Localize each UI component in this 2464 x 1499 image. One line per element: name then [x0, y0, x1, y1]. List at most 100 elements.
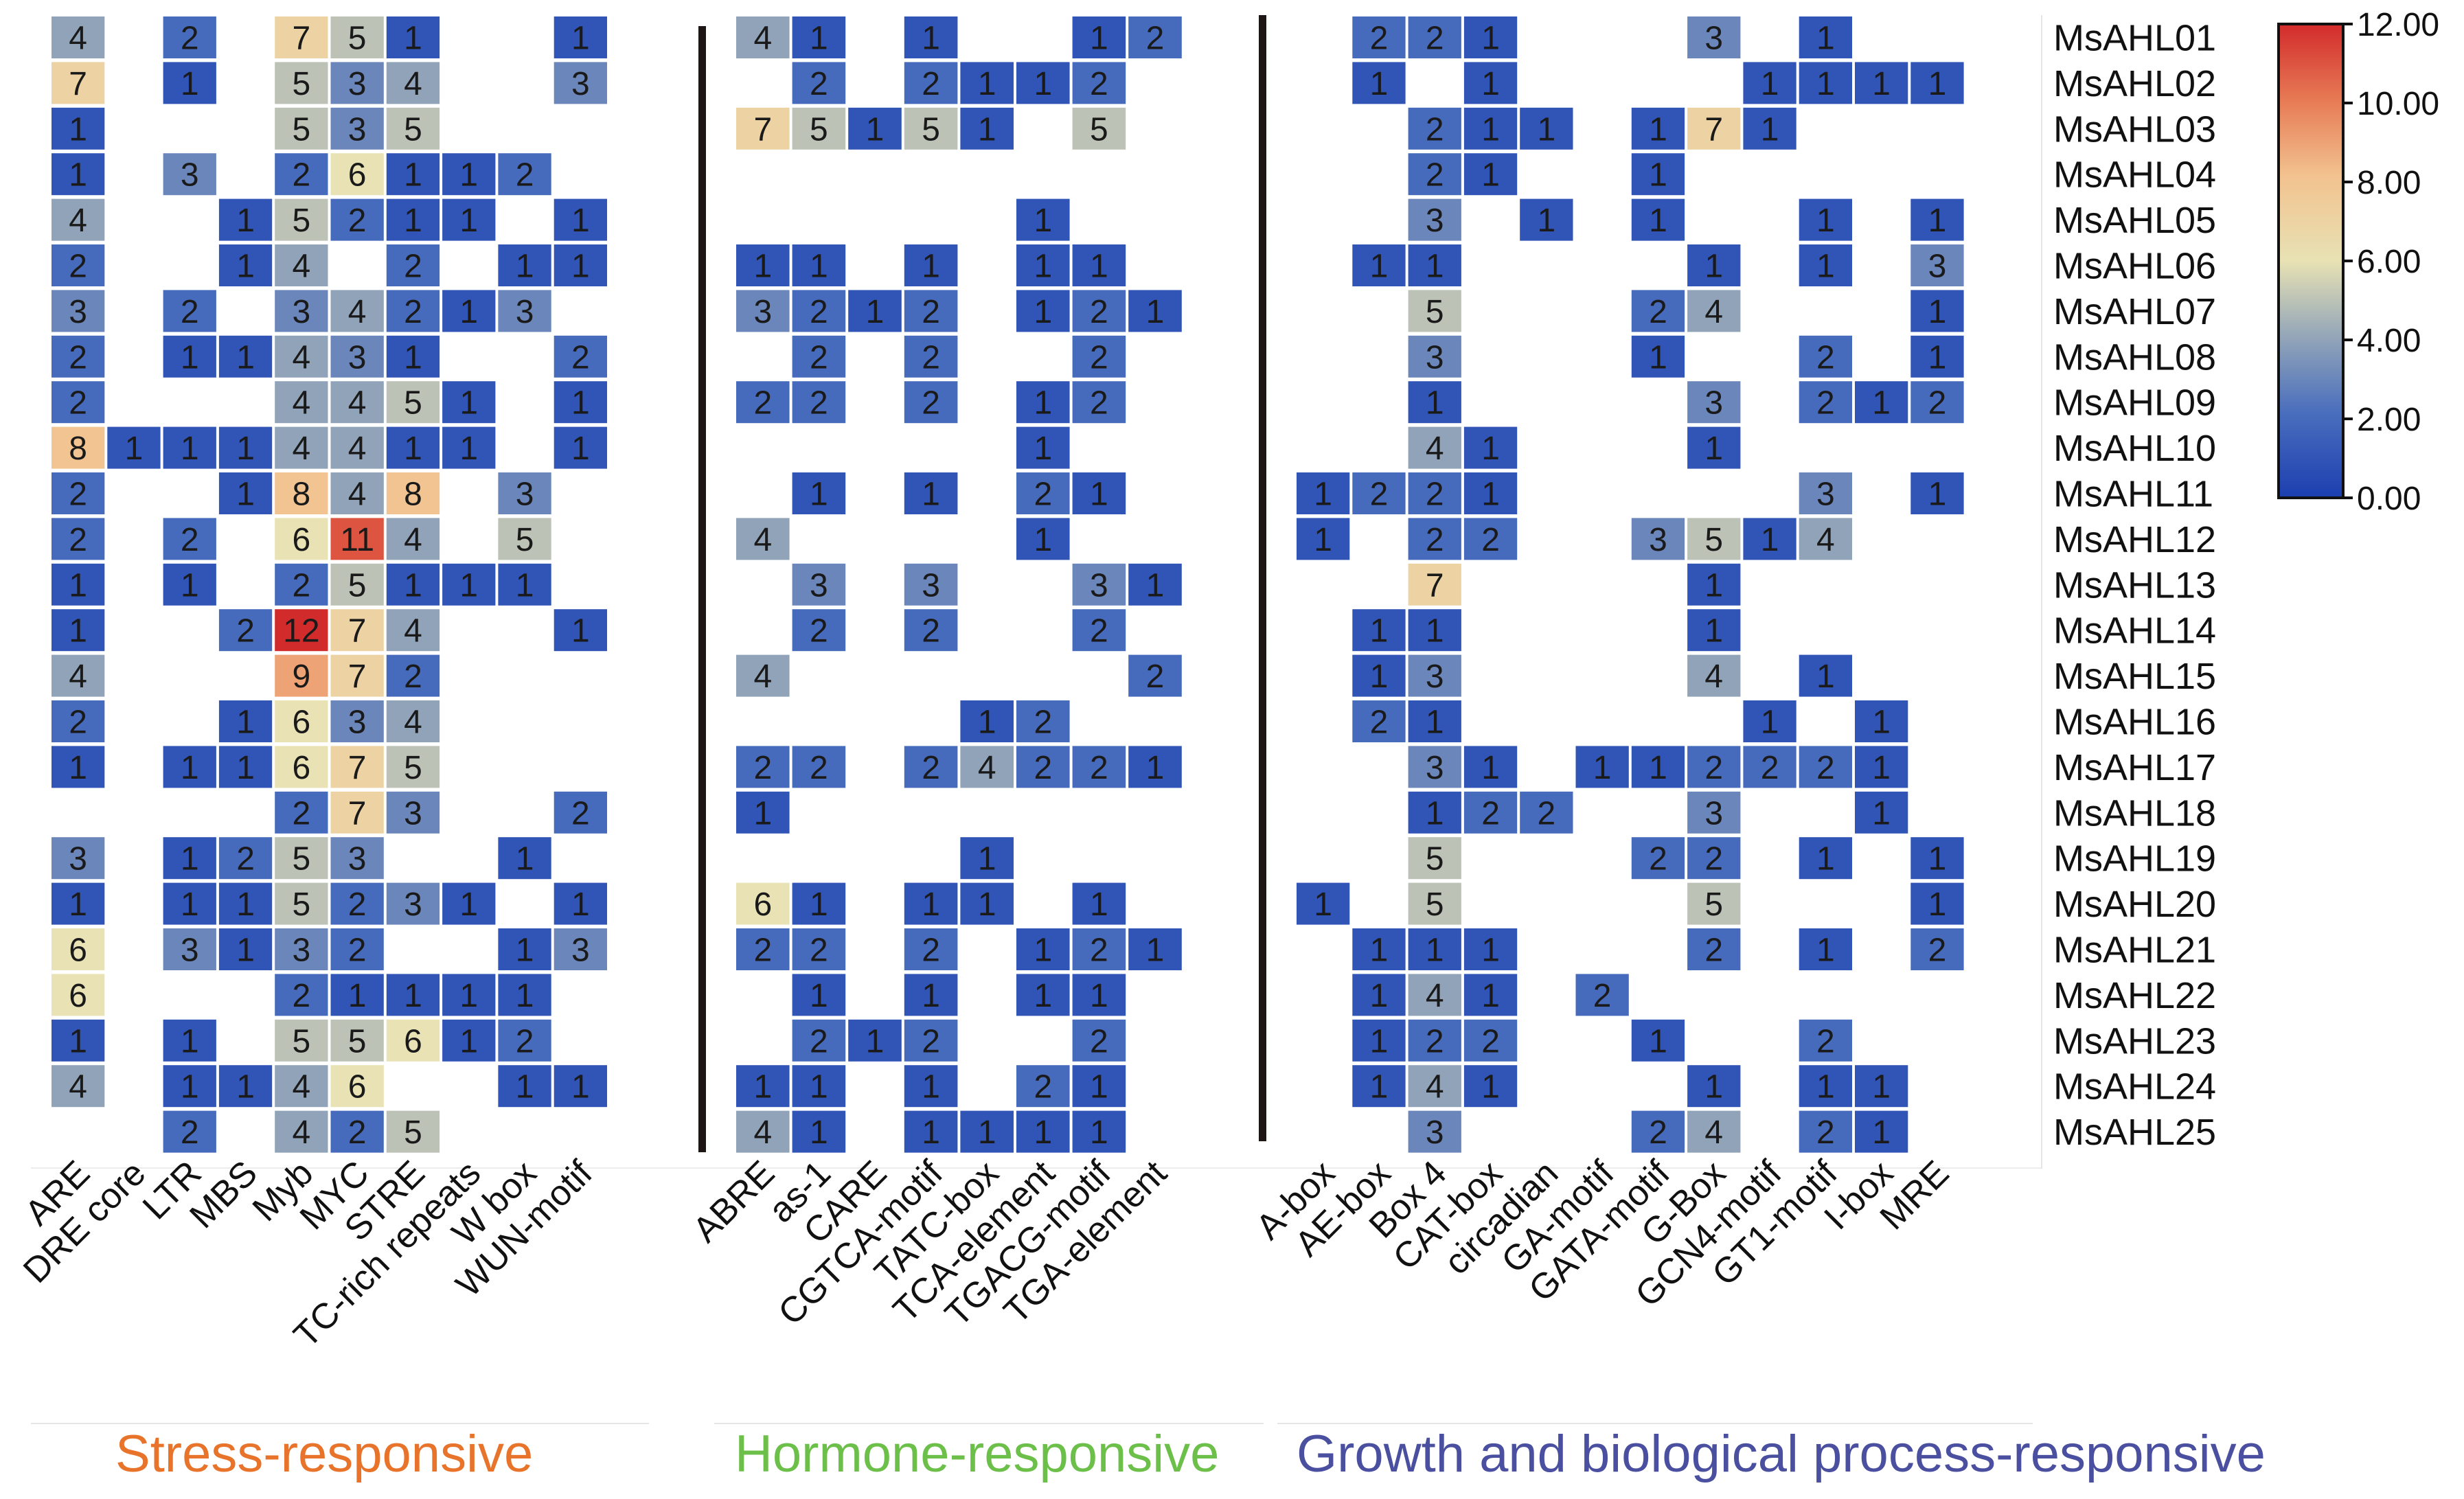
cell-rect: [1631, 837, 1685, 880]
cell-value: 1: [1090, 249, 1108, 285]
heatmap-cell: 1: [736, 244, 790, 286]
heatmap-cell: 1: [1016, 381, 1070, 424]
heatmap-cell: 7: [330, 746, 384, 788]
cell-value: 1: [1872, 1114, 1891, 1151]
heatmap-cell: 1: [792, 1110, 846, 1153]
cell-rect: [1408, 335, 1461, 378]
heatmap-cell: 2: [330, 198, 384, 241]
cell-rect: [1408, 654, 1461, 697]
cell-rect: [1910, 62, 1964, 104]
cell-rect: [1297, 518, 1350, 560]
cell-value: 1: [1649, 111, 1667, 148]
cell-value: 4: [292, 431, 310, 467]
cell-value: 1: [236, 750, 255, 786]
cell-value: 1: [922, 1114, 940, 1151]
heatmap-cell: 4: [386, 700, 440, 742]
heatmap-cell: 6: [275, 746, 328, 788]
heatmap-cell: 1: [218, 700, 273, 742]
cell-value: 3: [1426, 659, 1444, 695]
plot-right-edge: [2041, 15, 2042, 1169]
cell-value: 1: [1816, 659, 1835, 695]
cell-value: 1: [810, 978, 828, 1014]
cell-rect: [218, 198, 273, 241]
heatmap-cell: 7: [736, 107, 790, 150]
cell-rect: [1910, 290, 1964, 332]
cell-value: 4: [348, 294, 367, 330]
cell-value: 2: [516, 157, 534, 194]
heatmap-cell: 1: [554, 381, 607, 424]
cell-value: 2: [1816, 1023, 1835, 1060]
cell-value: 5: [922, 111, 940, 148]
cell-rect: [218, 609, 273, 652]
row-label-msahl10: MsAHL10: [2053, 428, 2216, 469]
heatmap-cell: 1: [1016, 426, 1070, 469]
cell-value: 2: [1816, 339, 1835, 376]
cell-value: 1: [1146, 750, 1165, 786]
cell-value: 3: [1649, 522, 1667, 558]
cell-rect: [1072, 746, 1126, 788]
cell-rect: [1463, 928, 1518, 970]
cell-rect: [330, 1019, 384, 1062]
heatmap-cell: 1: [442, 198, 496, 241]
cell-rect: [386, 563, 440, 606]
cell-value: 2: [69, 522, 87, 558]
heatmap-cell: 1: [1687, 563, 1741, 606]
cell-value: 2: [1090, 1023, 1108, 1060]
cell-rect: [1297, 472, 1350, 514]
cell-value: 4: [1704, 1114, 1723, 1151]
cell-value: 1: [1928, 477, 1947, 513]
cell-value: 2: [1481, 522, 1500, 558]
cell-rect: [275, 62, 328, 104]
heatmap-cell: 2: [1799, 335, 1852, 378]
heatmap-cell: 3: [52, 837, 105, 880]
heatmap-cell: 2: [904, 609, 958, 652]
heatmap-cell: 1: [848, 107, 902, 150]
cell-rect: [163, 16, 216, 58]
cell-value: 1: [236, 249, 255, 285]
cell-rect: [163, 426, 216, 469]
heatmap-cell: 1: [1855, 381, 1908, 424]
cell-rect: [498, 290, 551, 332]
heatmap-cell: 1: [442, 1019, 496, 1062]
cell-rect: [736, 746, 790, 788]
colorbar-tick-label: 4.00: [2357, 323, 2421, 359]
cell-rect: [1631, 198, 1685, 241]
heatmap-cell: 1: [1631, 335, 1685, 378]
cell-rect: [1463, 62, 1518, 104]
cell-rect: [330, 1110, 384, 1153]
cell-rect: [275, 563, 328, 606]
heatmap-cell: 1: [792, 244, 846, 286]
cell-rect: [52, 244, 105, 286]
cell-rect: [1463, 472, 1518, 514]
heatmap-cell: 1: [386, 198, 440, 241]
cell-rect: [1687, 244, 1741, 286]
cell-rect: [1072, 928, 1126, 970]
row-label-msahl21: MsAHL21: [2053, 930, 2216, 971]
cell-rect: [1855, 746, 1908, 788]
cell-rect: [442, 153, 496, 196]
heatmap-cell: 1: [498, 244, 551, 286]
cell-rect: [1072, 1019, 1126, 1062]
cell-value: 1: [516, 567, 534, 604]
cell-value: 1: [571, 1069, 590, 1106]
cell-value: 4: [69, 21, 87, 57]
heatmap-cell: 1: [1631, 107, 1685, 150]
heatmap-cell: 7: [330, 609, 384, 652]
heatmap-cell: 1: [498, 974, 551, 1016]
cell-value: 2: [69, 385, 87, 422]
cell-value: 1: [922, 978, 940, 1014]
cell-value: 1: [459, 1023, 478, 1060]
cell-value: 1: [516, 932, 534, 969]
heatmap-cell: 1: [1463, 16, 1518, 58]
cell-rect: [1408, 381, 1461, 424]
cell-rect: [1408, 107, 1461, 150]
cell-value: 1: [1872, 1069, 1891, 1106]
cell-rect: [386, 153, 440, 196]
cell-rect: [1297, 882, 1350, 925]
heatmap-cell: 1: [1799, 654, 1852, 697]
cell-rect: [218, 1065, 273, 1108]
cell-value: 1: [459, 567, 478, 604]
heatmap-cell: 3: [1910, 244, 1964, 286]
heatmap-cell: 2: [52, 244, 105, 286]
